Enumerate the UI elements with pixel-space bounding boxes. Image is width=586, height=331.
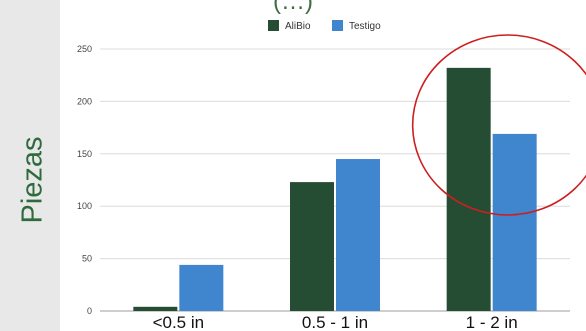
highlight-annotation <box>411 34 586 216</box>
legend-swatch-alibio <box>268 20 279 31</box>
bar-alibio <box>290 182 334 311</box>
bar-alibio <box>133 306 178 311</box>
bar-testigo <box>179 264 224 311</box>
bar-testigo <box>336 159 380 311</box>
legend-swatch-testigo <box>332 20 343 31</box>
y-tick-label: 100 <box>77 201 92 211</box>
bars <box>133 67 537 311</box>
grid-lines <box>100 48 570 312</box>
bar-testigo <box>492 133 537 311</box>
x-category-label: 0.5 - 1 in <box>302 313 368 331</box>
legend: AliBio Testigo <box>268 20 381 32</box>
y-tick-label: 250 <box>77 44 92 54</box>
x-category-label: 1 - 2 in <box>466 313 518 331</box>
highlight-circle <box>411 34 586 216</box>
y-tick-label: 150 <box>77 149 92 159</box>
legend-label-testigo: Testigo <box>349 21 381 32</box>
y-tick-label: 50 <box>82 254 92 264</box>
x-category-labels: <0.5 in 0.5 - 1 in 1 - 2 in <box>153 313 518 331</box>
partial-title: (…) <box>273 0 313 15</box>
y-tick-labels: 0 50 100 150 200 250 <box>77 44 92 316</box>
x-category-label: <0.5 in <box>153 313 205 331</box>
bar-alibio <box>446 67 491 311</box>
y-tick-label: 0 <box>87 306 92 316</box>
y-tick-label: 200 <box>77 96 92 106</box>
legend-label-alibio: AliBio <box>285 21 311 32</box>
